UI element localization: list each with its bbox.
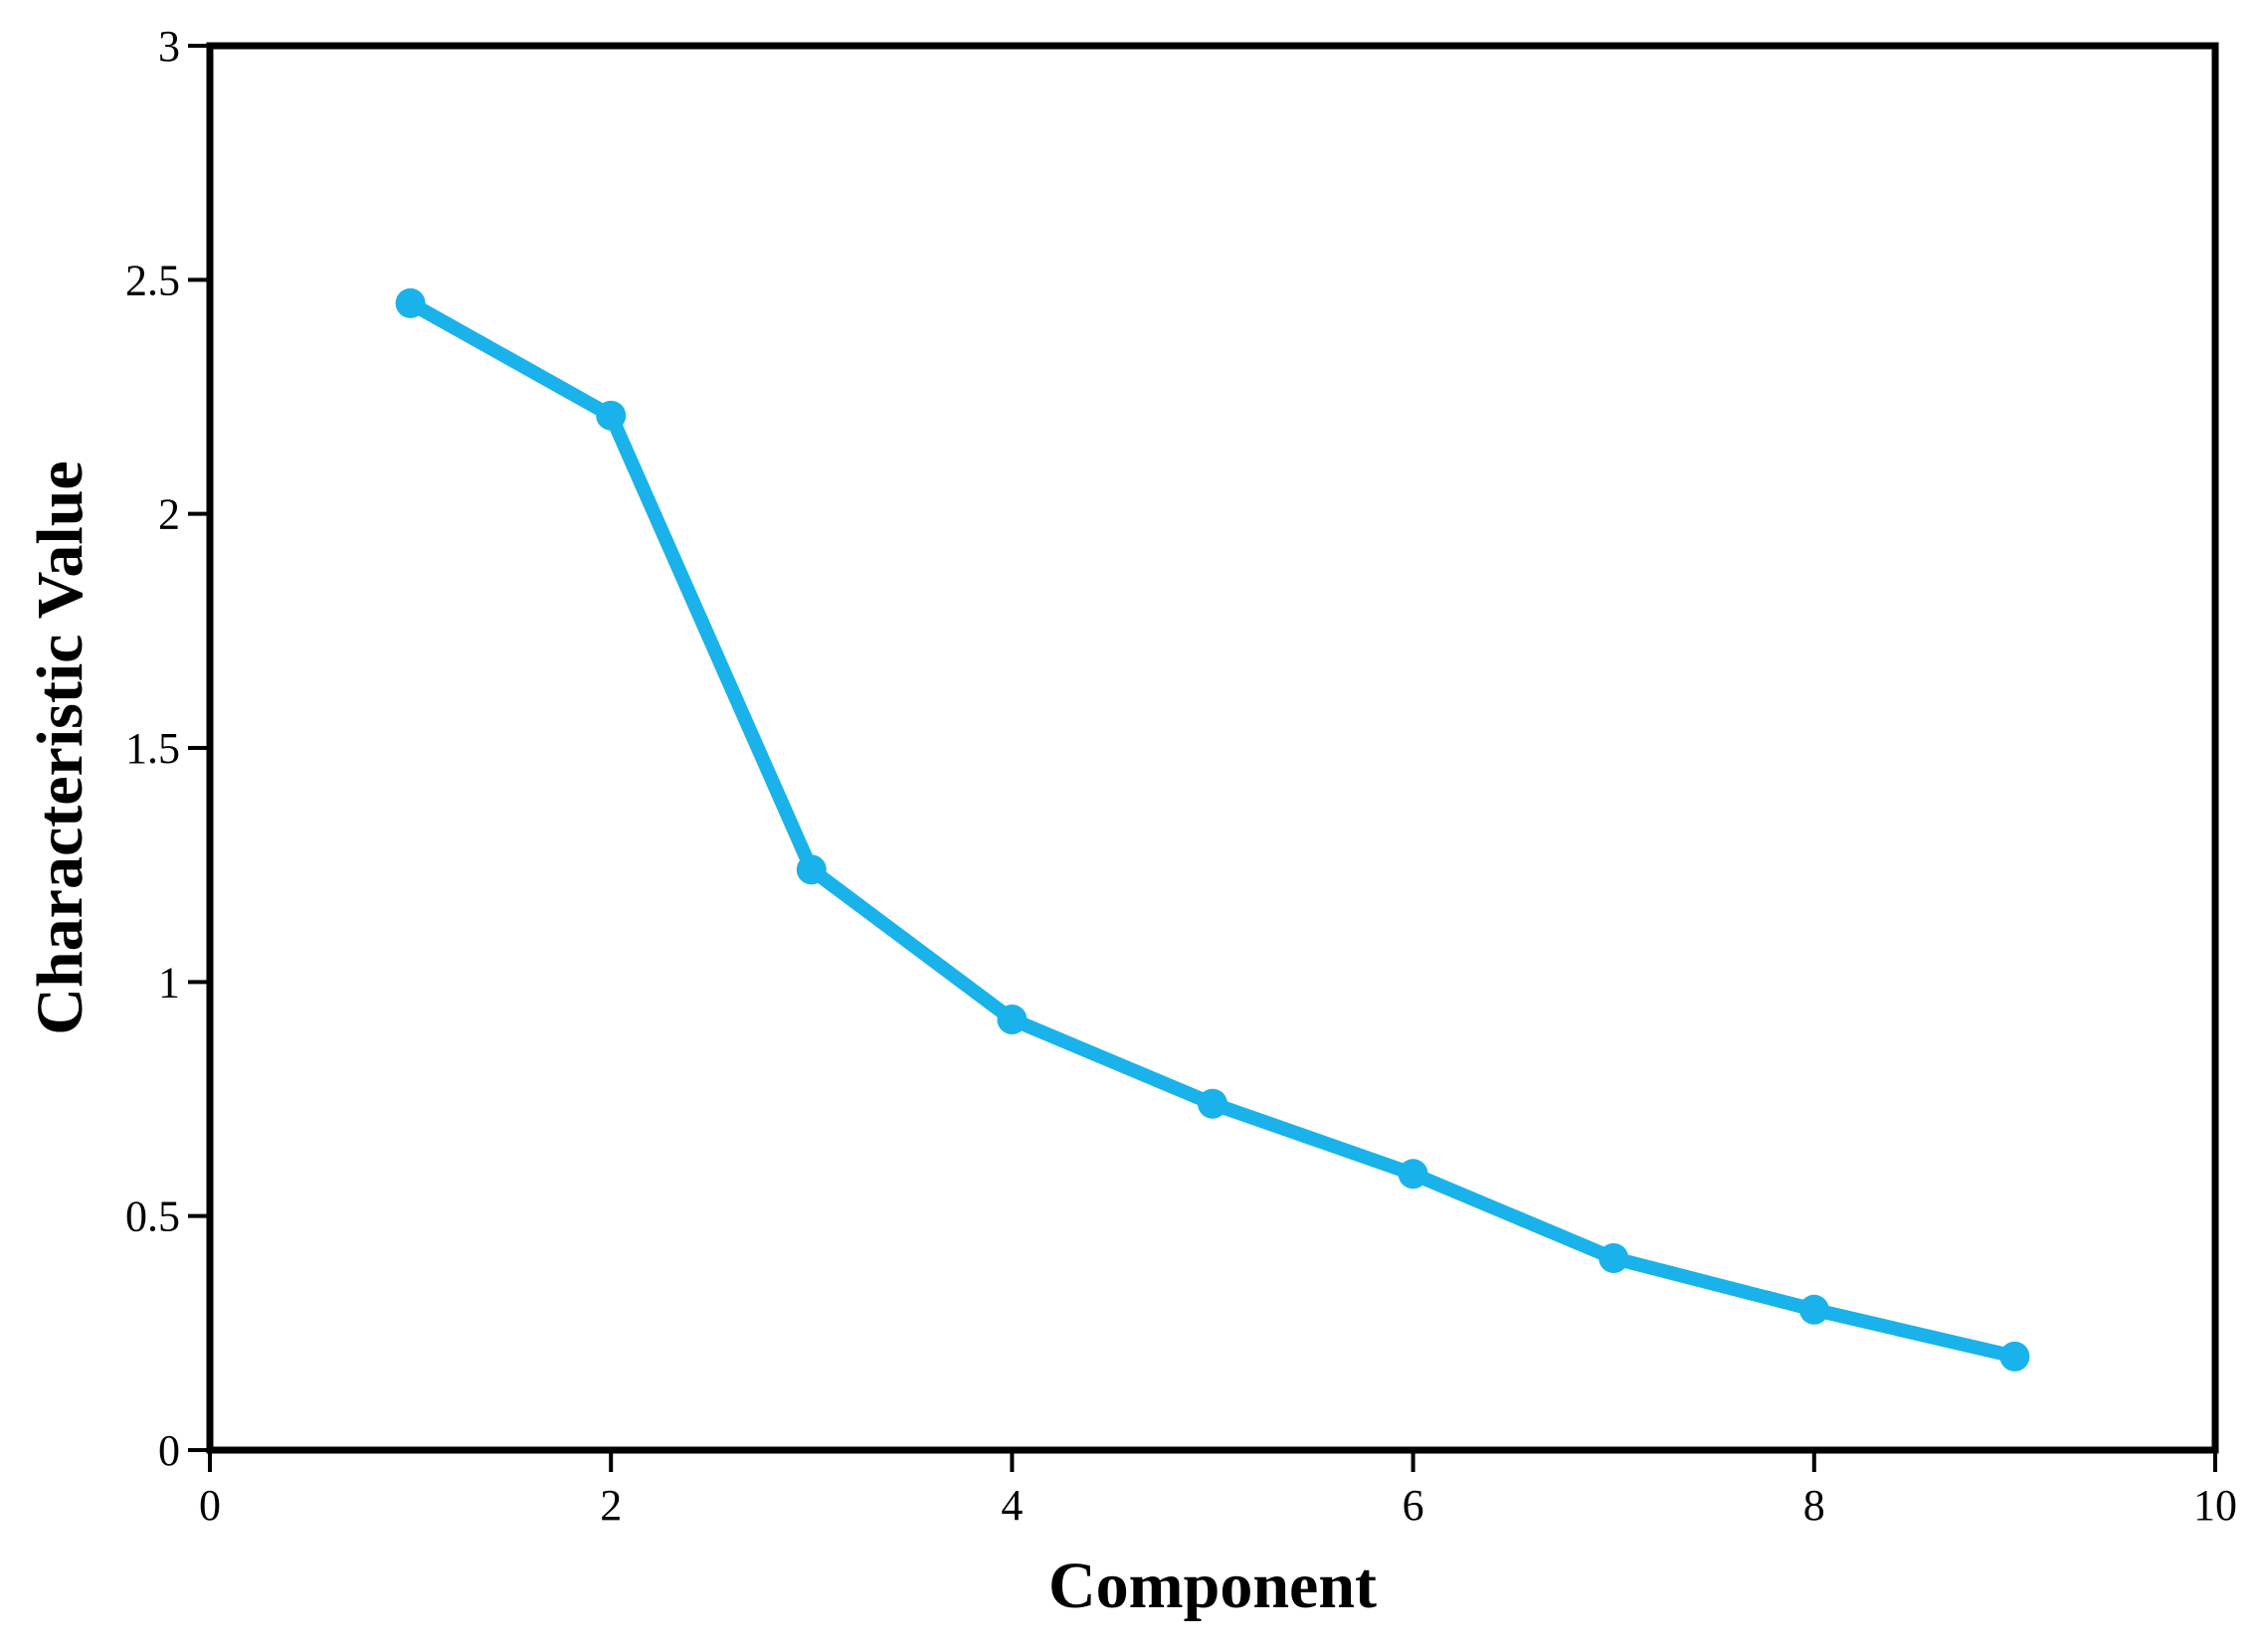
x-axis-title: Component xyxy=(1048,1550,1377,1622)
x-tick-label: 10 xyxy=(2193,1481,2237,1530)
data-point xyxy=(796,854,827,885)
plot-frame xyxy=(206,42,2219,1454)
y-tick-label: 2 xyxy=(158,490,180,539)
data-point xyxy=(1798,1294,1829,1325)
y-axis-ticks: 0 0.5 1 1.5 2 2.5 3 xyxy=(125,22,210,1475)
x-axis-ticks: 0 2 4 6 8 10 xyxy=(199,1450,2237,1530)
data-point xyxy=(1198,1088,1227,1119)
series-line xyxy=(403,295,2022,1364)
y-tick-label: 1 xyxy=(158,958,180,1007)
y-axis-title: Characteristic Value xyxy=(24,460,96,1034)
series-layer xyxy=(395,287,2030,1372)
data-point xyxy=(1599,1243,1629,1274)
data-point xyxy=(395,287,426,318)
data-point xyxy=(596,400,627,431)
y-tick-label: 0.5 xyxy=(125,1193,180,1241)
data-point xyxy=(1398,1159,1428,1190)
data-point xyxy=(997,1004,1028,1034)
y-tick-label: 3 xyxy=(158,22,180,71)
x-tick-label: 2 xyxy=(600,1481,622,1530)
y-tick-label: 1.5 xyxy=(125,724,180,773)
x-tick-label: 8 xyxy=(1803,1481,1825,1530)
x-tick-label: 0 xyxy=(199,1481,221,1530)
x-tick-label: 4 xyxy=(1001,1481,1023,1530)
y-tick-label: 0 xyxy=(158,1426,180,1475)
y-tick-label: 2.5 xyxy=(125,256,180,304)
x-tick-label: 6 xyxy=(1403,1481,1424,1530)
data-point xyxy=(1999,1341,2030,1372)
